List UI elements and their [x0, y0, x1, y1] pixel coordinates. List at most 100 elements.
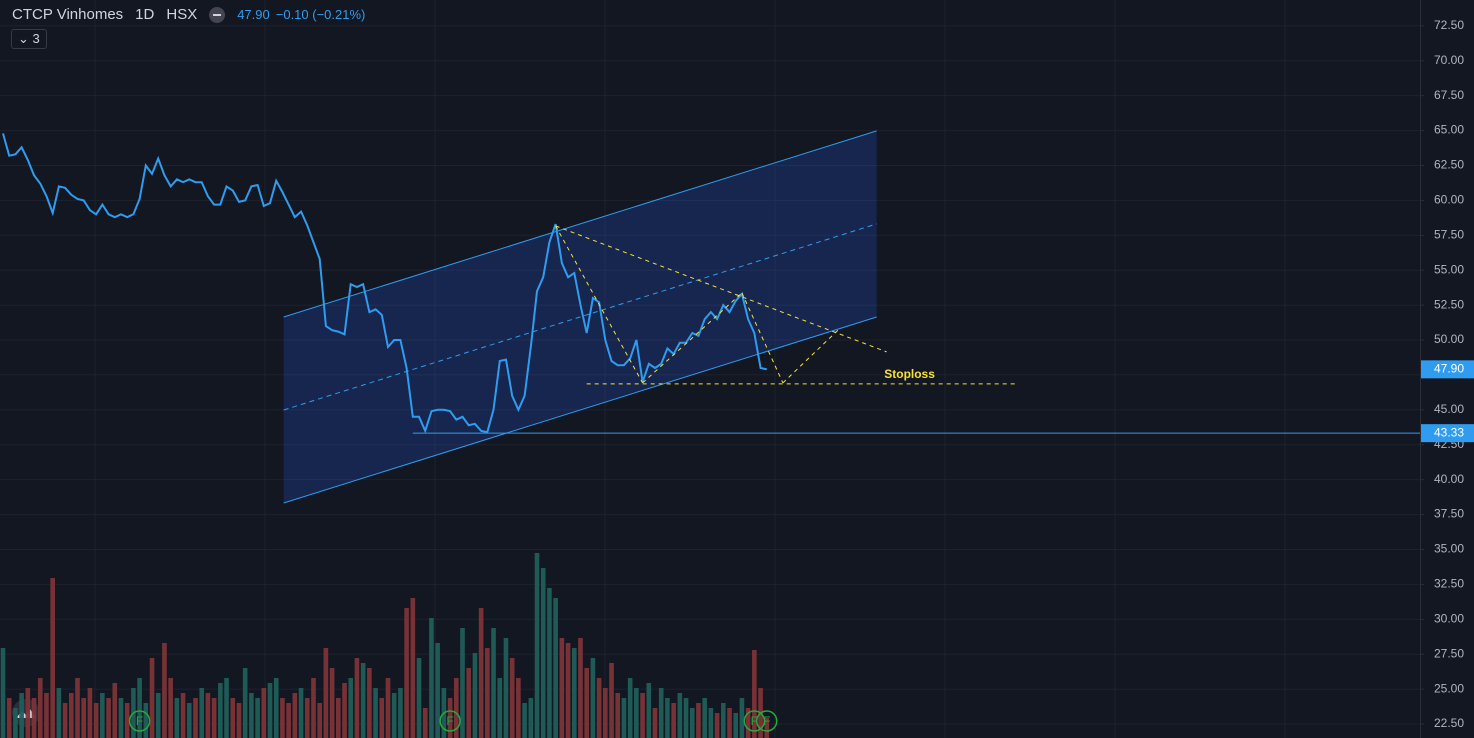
- volume-bar: [404, 608, 409, 738]
- volume-bar: [168, 678, 173, 738]
- volume-bar: [596, 678, 602, 738]
- volume-bar: [621, 698, 627, 738]
- volume-bar: [31, 698, 37, 738]
- dividend-marker-label: F: [751, 714, 758, 728]
- last-price-tag: [1421, 360, 1474, 379]
- volume-bar: [472, 653, 478, 738]
- volume-bar: [739, 698, 745, 738]
- volume-bar: [528, 698, 534, 738]
- volume-bar: [199, 688, 205, 738]
- volume-bar: [627, 678, 633, 738]
- volume-bar: [242, 668, 248, 738]
- volume-bar: [286, 703, 291, 738]
- volume-bar: [348, 678, 354, 738]
- volume-bar: [13, 708, 18, 738]
- volume-bar: [255, 698, 260, 738]
- y-tick-label: 72.50: [1434, 18, 1464, 32]
- volume-bar: [422, 708, 428, 738]
- volume-bar: [56, 688, 62, 738]
- volume-bar: [590, 658, 596, 738]
- volume-bar: [565, 643, 571, 738]
- exchange: HSX: [166, 6, 198, 23]
- volume-bar: [689, 708, 695, 738]
- volume-bar: [124, 703, 130, 738]
- volume-bar: [218, 683, 223, 738]
- hide-button[interactable]: [209, 6, 226, 23]
- volume-bar: [230, 698, 236, 738]
- volume-bar: [342, 683, 347, 738]
- volume-bar: [522, 703, 527, 738]
- dividend-marker: [756, 710, 778, 732]
- volume-bar: [112, 683, 118, 738]
- y-tick-label: 70.00: [1434, 53, 1464, 67]
- volume-bar: [62, 703, 68, 738]
- y-tick-label: 55.00: [1434, 262, 1464, 276]
- channel-line: [283, 316, 877, 504]
- volume-bar: [646, 683, 652, 738]
- volume-bar: [304, 698, 310, 738]
- volume-bar: [336, 698, 341, 738]
- support-tag-label: 43.33: [1434, 425, 1464, 439]
- volume-bar: [186, 703, 192, 738]
- pattern-line: [555, 225, 887, 353]
- volume-bar: [50, 578, 55, 738]
- symbol-name[interactable]: CTCP Vinhomes: [12, 6, 124, 23]
- volume-bar: [162, 643, 167, 738]
- volume-bar: [652, 708, 658, 738]
- volume-bar: [19, 693, 24, 738]
- volume-bar: [553, 598, 558, 738]
- volume-bar: [367, 668, 372, 738]
- volume-bar: [398, 688, 403, 738]
- y-tick-label: 60.00: [1434, 193, 1464, 207]
- volume-bar: [671, 703, 676, 738]
- volume-bar: [702, 698, 707, 738]
- volume-bar: [634, 688, 639, 738]
- volume-bar: [0, 648, 6, 738]
- volume-bar: [25, 688, 31, 738]
- volume-bar: [211, 698, 217, 738]
- channel-line: [283, 130, 877, 318]
- volume-bar: [44, 693, 49, 738]
- volume-bar: [478, 608, 484, 738]
- volume-bar: [137, 678, 142, 738]
- y-tick-label: 30.00: [1434, 611, 1464, 625]
- volume-bar: [416, 658, 422, 738]
- volume-bar: [547, 588, 552, 738]
- y-tick-label: 52.50: [1434, 297, 1464, 311]
- volume-bar: [435, 643, 440, 738]
- volume-bar: [727, 708, 732, 738]
- volume-bar: [677, 693, 683, 738]
- volume-bar: [385, 678, 391, 738]
- volume-bar: [273, 678, 279, 738]
- volume-bar: [37, 678, 43, 738]
- indicators-toggle[interactable]: ⌄ 3: [11, 29, 47, 49]
- volume-bar: [205, 693, 211, 738]
- pattern-line: [555, 225, 644, 384]
- dividend-marker: [439, 710, 461, 732]
- y-tick-label: 25.00: [1434, 681, 1464, 695]
- last-price-tag-label: 47.90: [1434, 362, 1464, 376]
- volume-bar: [329, 668, 335, 738]
- indicator-count: 3: [32, 31, 40, 46]
- dividend-marker: [128, 710, 151, 732]
- volume-bar: [93, 703, 99, 738]
- volume-bar: [75, 678, 80, 738]
- volume-bar: [149, 658, 155, 738]
- volume-bar: [298, 688, 304, 738]
- volume-bar: [603, 688, 608, 738]
- interval[interactable]: 1D: [135, 6, 155, 23]
- volume-bar: [485, 648, 490, 738]
- volume-bar: [429, 618, 434, 738]
- volume-bar: [640, 693, 645, 738]
- volume-bar: [665, 698, 670, 738]
- dividend-marker-label: F: [136, 714, 143, 728]
- volume-bar: [69, 693, 74, 738]
- vertical-grid: [94, 0, 1286, 738]
- y-tick-label: 67.50: [1434, 88, 1464, 102]
- volume-bar: [354, 658, 360, 738]
- volume-bar: [559, 638, 565, 738]
- volume-bar: [609, 663, 614, 738]
- y-tick-label: 50.00: [1434, 332, 1464, 346]
- volume-bar: [267, 683, 273, 738]
